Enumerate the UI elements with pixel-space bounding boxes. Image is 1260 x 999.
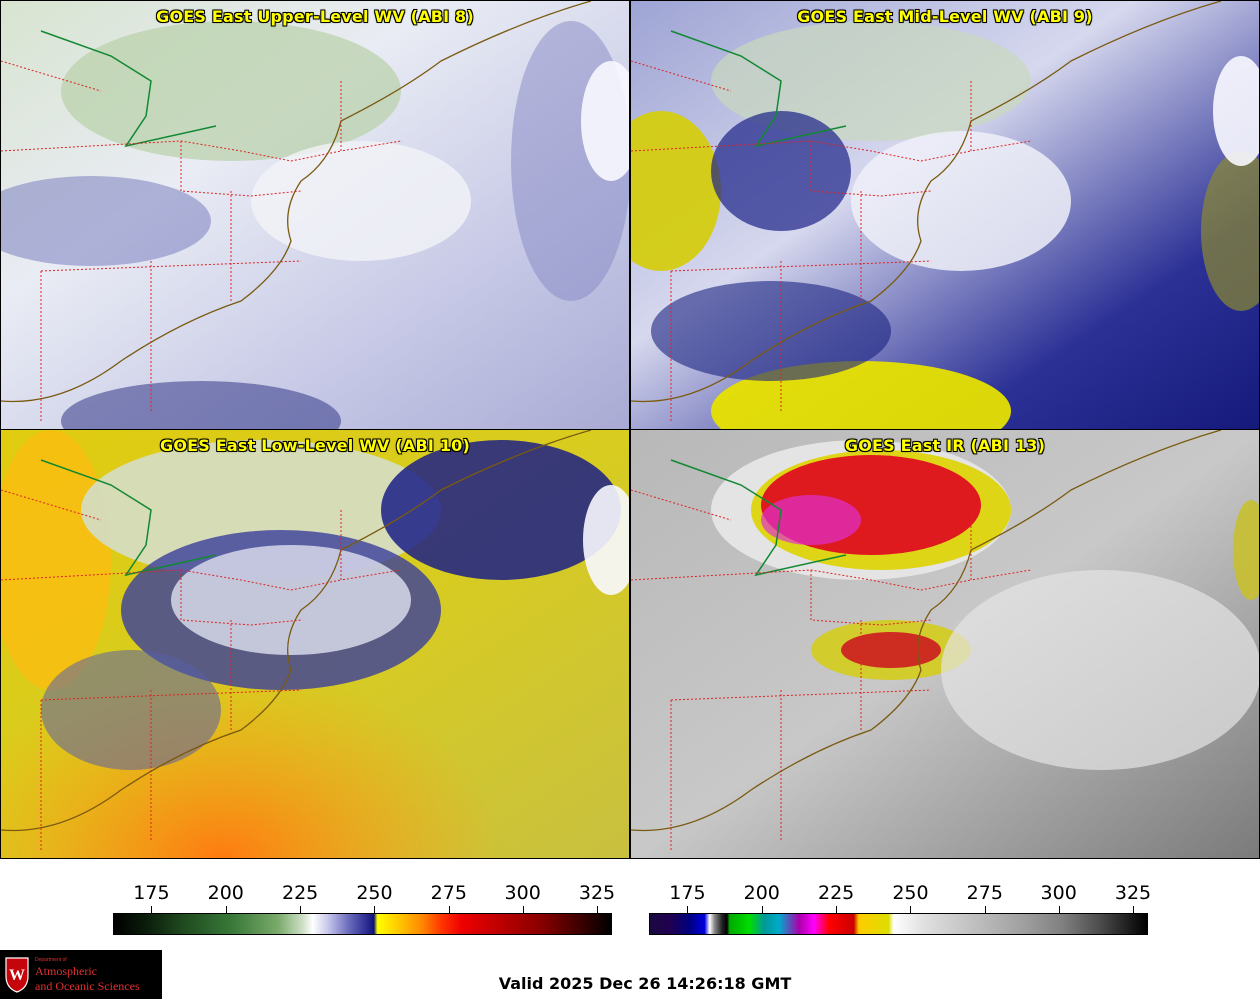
panel-title: GOES East Mid-Level WV (ABI 9) [797, 7, 1093, 26]
ir-colorbar: 175 200 225 250 275 300 325 [649, 880, 1152, 940]
ir-tick-mark [687, 906, 689, 913]
wv-tick-200: 200 [207, 882, 244, 904]
wv-tick-275: 275 [430, 882, 467, 904]
wv-color-strip [113, 913, 612, 935]
wv-tick-mark [151, 906, 153, 913]
ir-tick-mark [1133, 906, 1135, 913]
panel-mid-level-wv: GOES East Mid-Level WV (ABI 9) [630, 0, 1260, 430]
wv-tick-mark [597, 906, 599, 913]
svg-text:W: W [9, 967, 25, 984]
wv-tick-300: 300 [504, 882, 541, 904]
wv-tick-mark [448, 906, 450, 913]
ir-tick-mark [1058, 906, 1060, 913]
wv-tick-175: 175 [133, 882, 170, 904]
ir-tick-275: 275 [966, 882, 1003, 904]
ir-tick-175: 175 [669, 882, 706, 904]
panel-title: GOES East Upper-Level WV (ABI 8) [156, 7, 474, 26]
ir-tick-mark [761, 906, 763, 913]
panel-upper-level-wv: GOES East Upper-Level WV (ABI 8) [0, 0, 630, 430]
ir-tick-200: 200 [743, 882, 780, 904]
ir-tick-mark [984, 906, 986, 913]
panel-ir: GOES East IR (ABI 13) [630, 429, 1260, 859]
ir-tick-250: 250 [892, 882, 929, 904]
wv-tick-mark [225, 906, 227, 913]
aos-logo: W Department of Atmospheric and Oceanic … [0, 950, 162, 999]
ir-colorbar-ticks: 175 200 225 250 275 300 325 [649, 880, 1152, 913]
logo-line2: and Oceanic Sciences [35, 979, 140, 993]
uw-crest-icon: W [5, 957, 29, 993]
logo-line1: Atmospheric [35, 964, 97, 978]
upper-level-wv-imagery [1, 1, 629, 429]
wv-tick-mark [522, 906, 524, 913]
ir-tick-mark [836, 906, 838, 913]
ir-tick-mark [910, 906, 912, 913]
ir-color-strip [649, 913, 1148, 935]
wv-tick-mark [300, 906, 302, 913]
low-level-wv-imagery [1, 430, 629, 858]
panel-title: GOES East Low-Level WV (ABI 10) [159, 436, 470, 455]
panel-low-level-wv: GOES East Low-Level WV (ABI 10) [0, 429, 630, 859]
ir-tick-225: 225 [817, 882, 855, 904]
mid-level-wv-imagery [631, 1, 1259, 429]
panel-title: GOES East IR (ABI 13) [844, 436, 1046, 455]
ir-tick-300: 300 [1040, 882, 1077, 904]
logo-dept-text: Department of [35, 957, 67, 963]
valid-time: Valid 2025 Dec 26 14:26:18 GMT [498, 974, 792, 993]
wv-tick-mark [374, 906, 376, 913]
ir-tick-325: 325 [1114, 882, 1152, 904]
wv-tick-325: 325 [578, 882, 616, 904]
ir-imagery [631, 430, 1259, 858]
wv-colorbar: 175 200 225 250 275 300 325 [113, 880, 616, 940]
wv-tick-225: 225 [281, 882, 319, 904]
wv-colorbar-ticks: 175 200 225 250 275 300 325 [113, 880, 616, 913]
wv-tick-250: 250 [356, 882, 393, 904]
